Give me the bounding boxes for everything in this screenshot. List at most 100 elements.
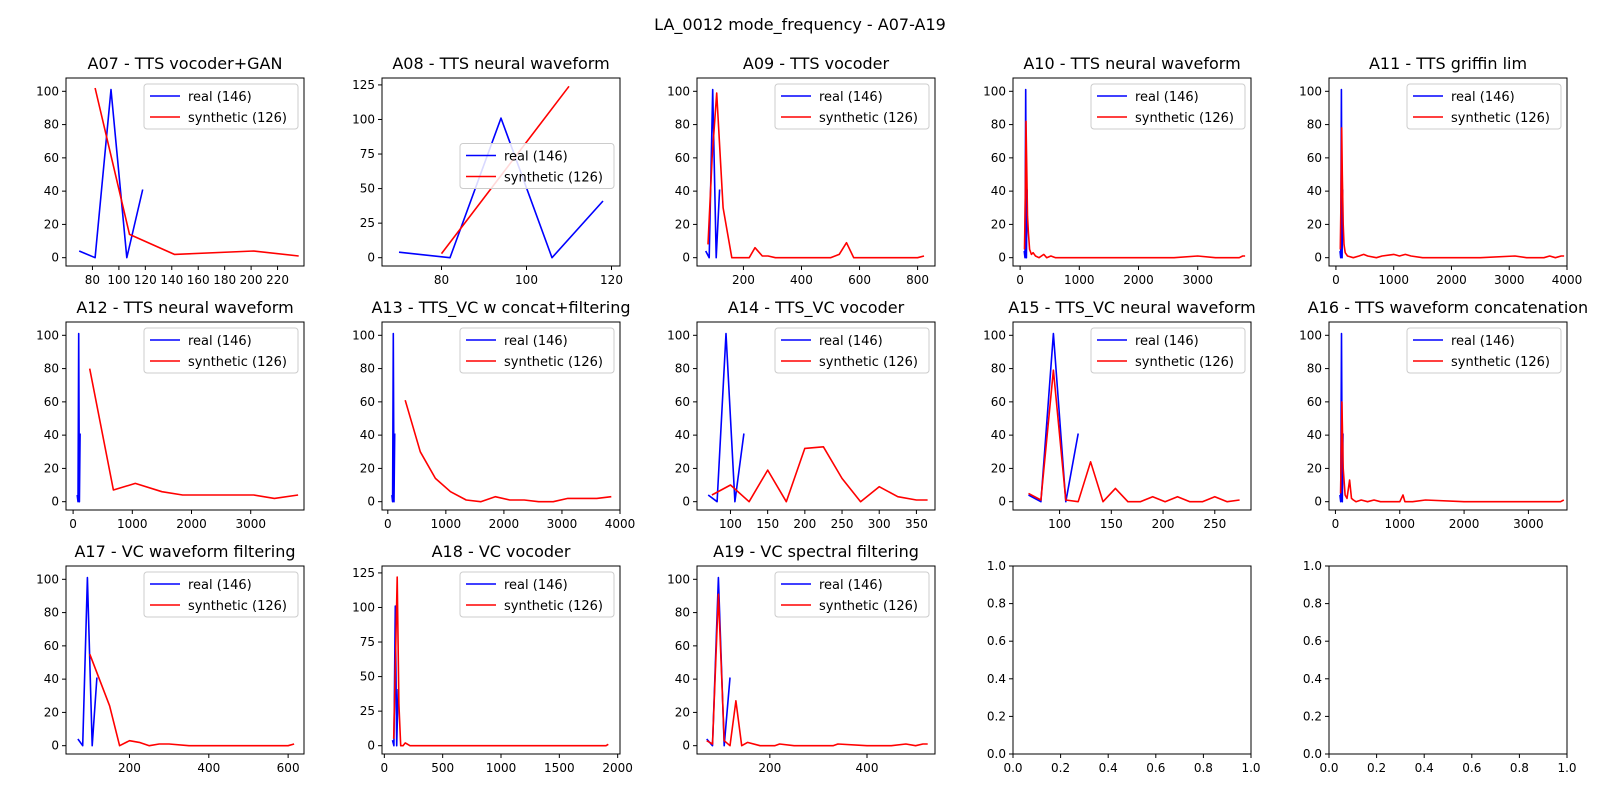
x-tick-label: 0.0: [1003, 761, 1022, 775]
y-tick-label: 60: [44, 639, 59, 653]
legend-label: synthetic (126): [188, 355, 287, 370]
x-tick-label: 0.0: [1319, 761, 1338, 775]
y-tick-label: 100: [667, 328, 690, 342]
x-tick-label: 400: [856, 761, 879, 775]
y-tick-label: 20: [991, 461, 1006, 475]
y-tick-label: 100: [36, 572, 59, 586]
legend-box: [1406, 83, 1562, 130]
y-tick-label: 100: [667, 84, 690, 98]
y-tick-label: 40: [44, 428, 59, 442]
y-tick-label: 60: [1307, 151, 1322, 165]
legend-box: [459, 327, 615, 374]
series-real-line: [391, 332, 396, 503]
subplot-title: A17 - VC waveform filtering: [74, 542, 295, 561]
y-tick-label: 80: [44, 606, 59, 620]
legend-box: [459, 571, 615, 618]
series-synthetic-line: [707, 92, 925, 259]
legend: real (146) synthetic (126): [1406, 327, 1562, 374]
y-tick-label: 100: [352, 600, 375, 614]
y-tick-label: 0.4: [1303, 672, 1322, 686]
series-real-line: [704, 88, 721, 259]
series-synthetic-line: [1028, 369, 1240, 503]
y-tick-label: 20: [991, 217, 1006, 231]
y-tick-label: 0: [51, 495, 59, 509]
x-tick-label: 400: [790, 273, 813, 287]
y-tick-label: 60: [675, 639, 690, 653]
y-tick-label: 40: [44, 672, 59, 686]
series-synthetic-line: [711, 445, 928, 503]
y-tick-label: 40: [675, 428, 690, 442]
y-tick-label: 75: [360, 635, 375, 649]
x-tick-label: 1000: [1064, 273, 1095, 287]
series-synthetic-line: [89, 653, 295, 747]
y-tick-label: 0: [998, 251, 1006, 265]
y-tick-label: 60: [1307, 395, 1322, 409]
legend-label: synthetic (126): [504, 599, 603, 614]
x-tick-label: 0.8: [1510, 761, 1529, 775]
x-tick-label: 3000: [1494, 273, 1525, 287]
x-tick-label: 1.0: [1557, 761, 1576, 775]
x-tick-label: 200: [758, 761, 781, 775]
x-tick-label: 350: [905, 517, 928, 531]
subplot-15: 0.0 0.2 0.4 0.6 0.8 1.0 0.0 0.2 0.4 0.6 0.8 1.0: [1303, 559, 1577, 775]
y-tick-label: 80: [991, 362, 1006, 376]
x-tick-label: 0.4: [1415, 761, 1434, 775]
y-tick-label: 0.6: [1303, 634, 1322, 648]
legend-box: [1406, 327, 1562, 374]
series-synthetic-line: [392, 576, 609, 747]
y-tick-label: 80: [991, 118, 1006, 132]
series-real-line: [707, 332, 745, 503]
legend: real (146) synthetic (126): [774, 83, 930, 130]
y-tick-label: 0: [682, 495, 690, 509]
subplot-13: A19 - VC spectral filtering 200 400 0 20 40 60…: [667, 542, 936, 775]
y-tick-label: 20: [675, 705, 690, 719]
series-synthetic-line: [1339, 401, 1565, 503]
y-tick-label: 1.0: [987, 559, 1006, 573]
legend: real (146) synthetic (126): [774, 327, 930, 374]
y-tick-label: 60: [675, 395, 690, 409]
subplot-title: A09 - TTS vocoder: [743, 54, 890, 73]
axes-frame: [1012, 77, 1252, 267]
x-tick-label: 0: [384, 517, 392, 531]
x-tick-label: 400: [197, 761, 220, 775]
x-tick-label: 1000: [1384, 517, 1415, 531]
x-tick-label: 100: [719, 517, 742, 531]
y-tick-label: 60: [991, 395, 1006, 409]
axes-frame: [696, 321, 936, 511]
y-tick-label: 80: [1307, 362, 1322, 376]
y-tick-label: 0.4: [987, 672, 1006, 686]
x-tick-label: 2000: [602, 761, 633, 775]
legend-label: real (146): [188, 578, 252, 593]
series-real-line: [1339, 88, 1344, 259]
legend: real (146) synthetic (126): [1406, 83, 1562, 130]
x-tick-label: 250: [831, 517, 854, 531]
axes-frame: [65, 321, 305, 511]
x-tick-label: 120: [600, 273, 623, 287]
x-tick-label: 0.8: [1194, 761, 1213, 775]
y-tick-label: 125: [352, 566, 375, 580]
legend-label: real (146): [504, 150, 568, 165]
subplot-title: A11 - TTS griffin lim: [1369, 54, 1527, 73]
x-tick-label: 0.2: [1051, 761, 1070, 775]
y-tick-label: 60: [991, 151, 1006, 165]
legend-label: real (146): [188, 334, 252, 349]
legend-label: synthetic (126): [819, 111, 918, 126]
y-tick-label: 40: [360, 428, 375, 442]
y-tick-label: 40: [991, 428, 1006, 442]
x-tick-label: 2000: [1449, 517, 1480, 531]
legend-label: real (146): [1135, 90, 1199, 105]
y-tick-label: 40: [991, 184, 1006, 198]
y-tick-label: 0.8: [1303, 597, 1322, 611]
y-tick-label: 50: [360, 182, 375, 196]
x-tick-label: 2000: [1436, 273, 1467, 287]
legend-box: [1090, 83, 1246, 130]
legend-label: synthetic (126): [1451, 111, 1550, 126]
y-tick-label: 100: [667, 572, 690, 586]
y-tick-label: 0: [51, 251, 59, 265]
y-tick-label: 100: [1299, 328, 1322, 342]
y-tick-label: 20: [675, 461, 690, 475]
